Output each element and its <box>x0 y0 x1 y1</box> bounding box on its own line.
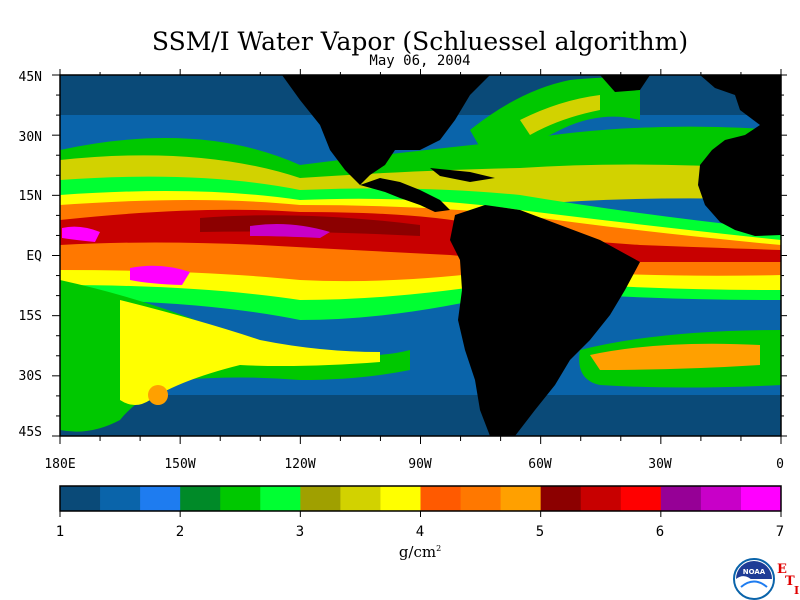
lon-label-0: 0 <box>776 457 784 472</box>
colorbar <box>60 486 782 511</box>
lon-label-150w: 150W <box>164 457 196 472</box>
etl-mark-i: I <box>794 584 800 597</box>
colorbar-swatch <box>540 486 582 511</box>
colorbar-swatch <box>420 486 462 511</box>
colorbar-label-3: 3 <box>295 524 305 540</box>
colorbar-swatch <box>380 486 421 511</box>
lat-label-eq: EQ <box>26 249 42 264</box>
colorbar-swatch <box>500 486 542 511</box>
lat-label-30n: 30N <box>18 130 42 145</box>
colorbar-swatch <box>140 486 181 511</box>
colorbar-swatch <box>660 486 702 511</box>
lon-label-120w: 120W <box>284 457 316 472</box>
lat-label-15n: 15N <box>18 189 42 204</box>
lat-label-30s: 30S <box>18 369 42 384</box>
colorbar-swatch <box>180 486 221 511</box>
colorbar-swatch <box>340 486 381 511</box>
colorbar-swatch <box>300 486 341 511</box>
lat-label-15s: 15S <box>18 309 42 324</box>
map-date: May 06, 2004 <box>369 53 471 69</box>
lon-label-90w: 90W <box>408 457 432 472</box>
colorbar-label-6: 6 <box>655 524 665 540</box>
colorbar-swatch <box>700 486 742 511</box>
colorbar-label-1: 1 <box>55 524 65 540</box>
lon-label-60w: 60W <box>528 457 552 472</box>
lon-label-180e: 180E <box>44 457 76 472</box>
colorbar-label-5: 5 <box>535 524 545 540</box>
colorbar-swatch <box>100 486 141 511</box>
etl-mark-t: T <box>785 574 795 589</box>
land-masses <box>282 75 781 436</box>
map-field <box>60 75 781 436</box>
noaa-logo: NOAA <box>733 558 775 600</box>
etl-mark-e: E <box>777 562 787 577</box>
colorbar-swatch <box>220 486 261 511</box>
colorbar-swatch <box>740 486 782 511</box>
lon-label-30w: 30W <box>648 457 672 472</box>
colorbar-swatch <box>260 486 301 511</box>
svg-text:NOAA: NOAA <box>743 568 766 576</box>
colorbar-ticks <box>59 511 782 517</box>
colorbar-label-7: 7 <box>775 524 785 540</box>
colorbar-label-4: 4 <box>415 524 425 540</box>
map-ticks <box>52 69 787 444</box>
colorbar-swatch <box>60 486 101 511</box>
colorbar-unit: g/cm2 <box>398 543 442 561</box>
lat-label-45s: 45S <box>18 425 42 440</box>
colorbar-label-2: 2 <box>175 524 185 540</box>
map-title: SSM/I Water Vapor (Schluessel algorithm) <box>151 27 689 56</box>
colorbar-swatch <box>460 486 502 511</box>
colorbar-swatch <box>620 486 662 511</box>
lat-label-45n: 45N <box>18 70 42 85</box>
colorbar-swatch <box>580 486 622 511</box>
